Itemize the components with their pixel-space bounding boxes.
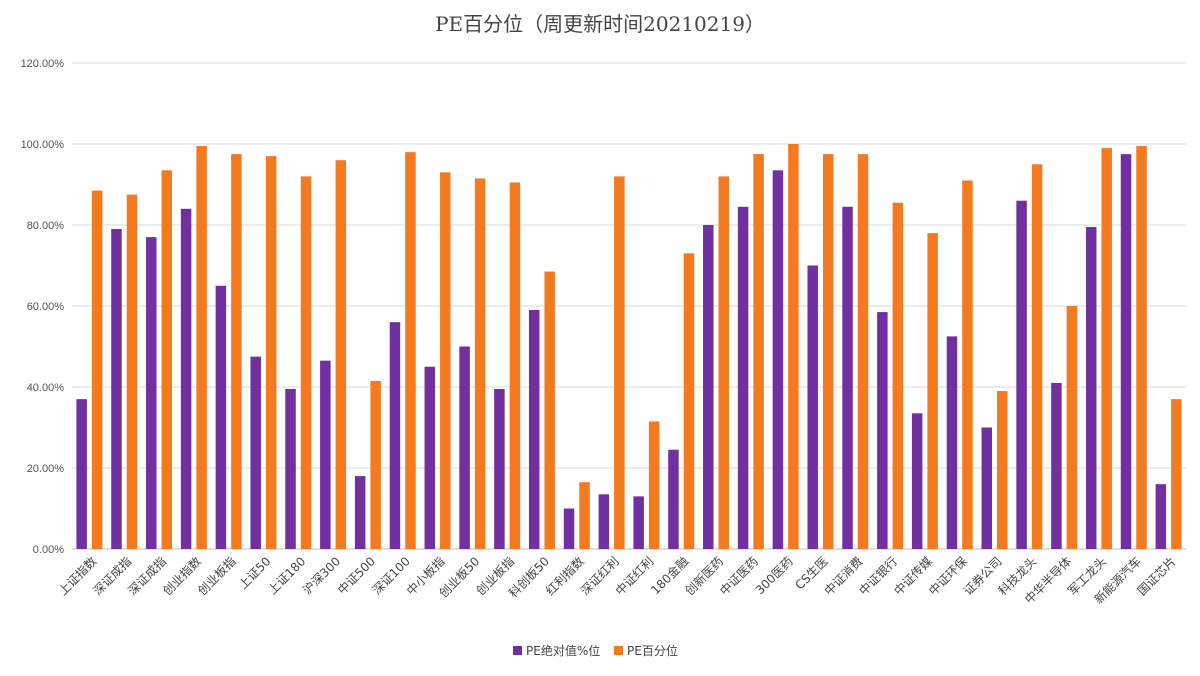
bar: [648, 421, 660, 549]
series-1: [76, 154, 1167, 550]
x-axis-labels: 上证指数深证成指深证成指创业指数创业板指上证50上证180沪深300中证500深…: [55, 554, 1179, 607]
bar: [1031, 164, 1043, 549]
y-tick-label: 100.00%: [21, 139, 65, 151]
y-tick-label: 0.00%: [33, 544, 64, 556]
bar: [424, 366, 436, 549]
bar: [997, 391, 1008, 549]
bar: [668, 449, 679, 549]
category-label: 中证500: [334, 554, 378, 598]
y-tick-label: 60.00%: [27, 301, 65, 313]
bar: [1085, 227, 1097, 549]
bar: [459, 346, 470, 549]
bar: [354, 476, 366, 549]
legend-label: PE百分位: [627, 643, 678, 658]
bar: [215, 285, 227, 549]
bar: [1171, 399, 1182, 549]
y-tick-label: 80.00%: [27, 220, 65, 232]
bar: [335, 160, 347, 549]
bar: [683, 253, 695, 549]
category-label: 沪深300: [300, 554, 343, 597]
bar: [440, 172, 451, 549]
bar: [737, 206, 749, 549]
bars: [76, 144, 1182, 550]
y-axis-ticks: 0.00% 20.00% 40.00% 60.00% 80.00% 100.00% 120.…: [21, 58, 65, 556]
bar: [1066, 306, 1078, 549]
bar: [718, 176, 730, 549]
bar: [579, 482, 590, 549]
bar: [91, 190, 103, 549]
bar: [822, 154, 834, 549]
bar: [300, 176, 312, 549]
bar: [161, 170, 173, 549]
bar: [405, 152, 416, 549]
bar: [788, 144, 799, 549]
legend-item: PE绝对值%位: [513, 643, 600, 658]
bar: [598, 494, 610, 549]
y-tick-label: 20.00%: [27, 463, 65, 475]
bar: [753, 154, 764, 549]
bar: [285, 389, 296, 549]
bar: [231, 154, 242, 549]
category-label: 300医药: [753, 554, 796, 597]
bar: [1120, 154, 1132, 549]
bar: [633, 496, 644, 549]
bar: [911, 413, 923, 549]
bar: [614, 176, 625, 549]
bar: [1155, 484, 1167, 549]
bar: [180, 208, 192, 550]
bar: [494, 389, 505, 549]
legend-item: PE百分位: [614, 643, 678, 658]
bar: [877, 312, 888, 549]
bar: [892, 202, 904, 549]
bar: [842, 206, 853, 549]
category-label: 中证医药: [716, 554, 761, 599]
bar: [250, 356, 261, 549]
bar: [1101, 148, 1112, 550]
bar: [111, 229, 122, 550]
bar: [265, 156, 277, 549]
bar: [927, 233, 938, 549]
legend-swatch: [513, 646, 522, 655]
bar: [1051, 382, 1062, 549]
legend-swatch: [614, 646, 623, 655]
bar: [544, 271, 555, 549]
y-tick-label: 40.00%: [27, 382, 65, 394]
legend-label: PE绝对值%位: [526, 643, 600, 658]
bar: [196, 146, 207, 549]
bar: [509, 182, 521, 549]
bar: [981, 427, 993, 549]
bar: [126, 194, 138, 549]
bar: [772, 170, 784, 549]
bar: [1136, 146, 1147, 549]
bar: [563, 508, 575, 549]
category-label: 国证芯片: [1135, 554, 1179, 598]
bar: [807, 265, 818, 549]
category-label: 中证红利: [612, 554, 657, 599]
bar: [528, 310, 540, 549]
bar: [320, 360, 331, 549]
legend: PE绝对值%位 PE百分位: [513, 643, 678, 658]
chart-title: PE百分位（周更新时间20210219）: [435, 12, 765, 36]
bar: [946, 336, 958, 549]
y-tick-label: 120.00%: [21, 58, 65, 70]
bar: [146, 237, 157, 549]
category-label: 上证180: [265, 554, 308, 597]
bar: [370, 380, 381, 549]
bar: [857, 154, 869, 549]
bar: [474, 178, 486, 550]
category-label: 创业板指: [194, 554, 239, 599]
bar: [703, 225, 714, 549]
series-2: [91, 144, 1182, 550]
bar: [389, 322, 401, 549]
bar: [76, 399, 87, 549]
bar: [962, 180, 973, 549]
bar: [1016, 200, 1027, 549]
